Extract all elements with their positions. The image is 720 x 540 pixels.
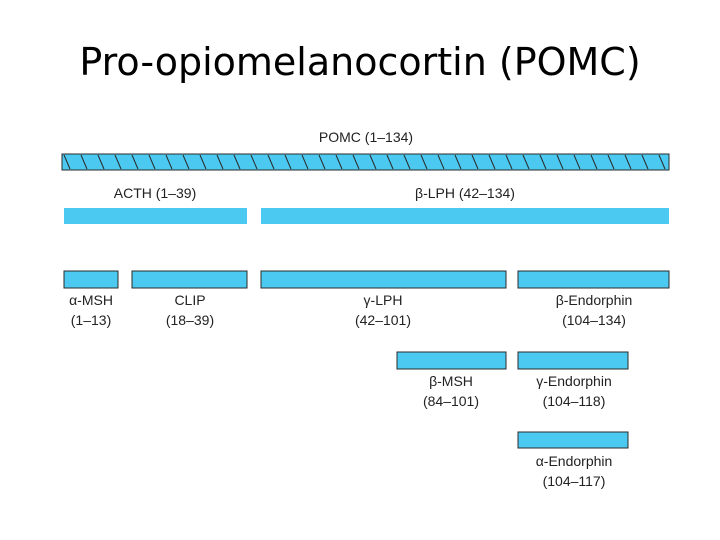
g-endorphin-name: γ-Endorphin: [536, 373, 612, 389]
a-msh-range: (1–13): [71, 312, 111, 328]
hatch-line: [556, 154, 564, 170]
a-msh-name: α-MSH: [69, 292, 113, 308]
hatch-line: [267, 154, 275, 170]
pomc-label: POMC (1–134): [319, 129, 413, 145]
hatch-line: [420, 154, 428, 170]
a-endorphin-name: α-Endorphin: [536, 453, 613, 469]
b-endorphin-range: (104–134): [562, 312, 626, 328]
g-lph-name: γ-LPH: [364, 292, 403, 308]
b-msh-bar: [396, 351, 507, 370]
b-msh-name: β-MSH: [429, 373, 473, 389]
a-endorphin-bar: [517, 431, 629, 449]
hatch-line: [386, 154, 394, 170]
hatch-line: [131, 154, 139, 170]
hatch-line: [233, 154, 241, 170]
hatch-line: [522, 154, 530, 170]
pomc-hatch: [63, 154, 666, 170]
clip-bar: [131, 270, 248, 289]
hatch-line: [216, 154, 224, 170]
hatch-line: [199, 154, 207, 170]
hatch-line: [352, 154, 360, 170]
b-endorphin-name: β-Endorphin: [556, 292, 633, 308]
hatch-line: [488, 154, 496, 170]
hatch-line: [505, 154, 513, 170]
hatch-line: [658, 154, 666, 170]
hatch-line: [114, 154, 122, 170]
hatch-line: [284, 154, 292, 170]
hatch-line: [641, 154, 649, 170]
hatch-line: [165, 154, 173, 170]
g-endorphin-range: (104–118): [543, 393, 606, 409]
pomc-bar: [61, 153, 670, 171]
g-endorphin-bar: [517, 351, 629, 370]
hatch-line: [182, 154, 190, 170]
hatch-line: [607, 154, 615, 170]
hatch-line: [369, 154, 377, 170]
b-endorphin-bar: [517, 270, 670, 289]
hatch-line: [335, 154, 343, 170]
hatch-line: [97, 154, 105, 170]
b-msh-range: (84–101): [423, 393, 479, 409]
g-lph-range: (42–101): [355, 312, 411, 328]
hatch-line: [454, 154, 462, 170]
page-title: Pro-opiomelanocortin (POMC): [79, 40, 641, 84]
hatch-line: [573, 154, 581, 170]
hatch-line: [80, 154, 88, 170]
g-lph-bar: [260, 270, 507, 289]
hatch-line: [148, 154, 156, 170]
a-msh-bar: [63, 270, 119, 289]
clip-name: CLIP: [174, 292, 205, 308]
hatch-line: [539, 154, 547, 170]
hatch-line: [624, 154, 632, 170]
clip-range: (18–39): [166, 312, 214, 328]
b-lph-label: β-LPH (42–134): [415, 185, 515, 201]
hatch-line: [63, 154, 71, 170]
hatch-line: [318, 154, 326, 170]
hatch-line: [301, 154, 309, 170]
acth-label: ACTH (1–39): [114, 185, 196, 201]
hatch-line: [250, 154, 258, 170]
hatch-line: [590, 154, 598, 170]
hatch-line: [437, 154, 445, 170]
hatch-line: [403, 154, 411, 170]
b-lph-bar: [261, 208, 669, 224]
a-endorphin-range: (104–117): [543, 473, 606, 489]
acth-bar: [64, 208, 247, 224]
hatch-line: [471, 154, 479, 170]
